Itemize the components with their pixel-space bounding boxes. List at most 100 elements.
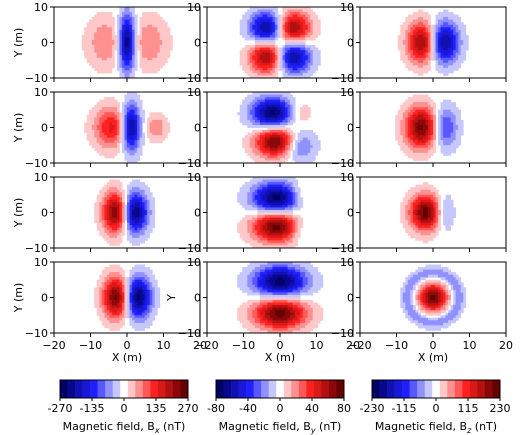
heatmap-cell (297, 70, 301, 74)
heatmap-cell (455, 60, 459, 64)
heatmap-cell (295, 65, 299, 69)
heatmap-cell (119, 127, 123, 131)
heatmap-cell (257, 179, 261, 183)
heatmap-cell (440, 17, 444, 21)
heatmap-cell (310, 12, 314, 16)
heatmap-cell (410, 45, 414, 48)
heatmap-cell (440, 14, 444, 18)
heatmap-cell (445, 130, 449, 133)
heatmap-cell (267, 9, 271, 13)
heatmap-cell (244, 182, 248, 186)
heatmap-cell (264, 122, 268, 126)
heatmap-cell (264, 22, 268, 26)
heatmap-cell (410, 150, 414, 154)
heatmap-cell (152, 27, 156, 31)
heatmap-cell (292, 220, 296, 224)
heatmap-cell (139, 187, 143, 191)
heatmap-cell (267, 177, 271, 180)
heatmap-cell (287, 22, 291, 26)
heatmap-cell (106, 50, 110, 54)
heatmap-cell (297, 52, 301, 56)
heatmap-cell (144, 217, 148, 221)
heatmap-cell (244, 57, 248, 61)
heatmap-cell (252, 197, 256, 201)
heatmap-cell (307, 9, 311, 13)
heatmap-cell (104, 230, 108, 234)
heatmap-cell (290, 187, 293, 191)
heatmap-cell (407, 17, 411, 21)
heatmap-cell (142, 12, 146, 16)
heatmap-cell (272, 179, 276, 183)
heatmap-cell (427, 29, 431, 33)
heatmap-cell (244, 29, 248, 33)
heatmap-cell (254, 204, 258, 208)
heatmap-cell (400, 57, 404, 61)
heatmap-cell (152, 50, 156, 54)
heatmap-cell (111, 37, 115, 41)
heatmap-cell (443, 102, 446, 106)
heatmap-cell (262, 242, 266, 246)
heatmap-cell (315, 34, 319, 38)
heatmap-cell (81, 42, 85, 46)
heatmap-cell (307, 112, 311, 116)
heatmap-cell (254, 230, 258, 234)
heatmap-cell (139, 62, 143, 66)
heatmap-cell (280, 184, 283, 188)
heatmap-cell (99, 22, 103, 26)
heatmap-cell (129, 60, 133, 64)
heatmap-cell (420, 9, 424, 13)
heatmap-cell (99, 114, 103, 118)
heatmap-cell (295, 199, 299, 203)
heatmap-cell (458, 127, 462, 131)
heatmap-cell (121, 57, 125, 61)
heatmap-cell (274, 199, 278, 203)
heatmap-cell (290, 177, 293, 180)
heatmap-cell (259, 222, 263, 226)
heatmap-cell (274, 145, 278, 149)
heatmap-cell (422, 17, 426, 21)
heatmap-cell (262, 232, 266, 236)
heatmap-cell (127, 220, 130, 224)
heatmap-cell (420, 114, 424, 118)
heatmap-cell (239, 32, 243, 36)
heatmap-cell (282, 114, 286, 118)
heatmap-cell (280, 225, 283, 229)
heatmap-cell (412, 117, 416, 121)
heatmap-cell (239, 222, 243, 226)
heatmap-cell (269, 235, 273, 239)
heatmap-cell (162, 39, 166, 43)
heatmap-cell (109, 237, 113, 241)
heatmap-cell (249, 62, 253, 66)
heatmap-cell (305, 72, 309, 76)
heatmap-cell (167, 55, 171, 59)
heatmap-cell (272, 182, 276, 186)
heatmap-cell (159, 57, 163, 61)
heatmap-cell (412, 104, 416, 108)
heatmap-cell (438, 127, 441, 131)
heatmap-cell (242, 52, 246, 56)
heatmap-cell (86, 135, 90, 139)
heatmap-cell (402, 130, 406, 133)
heatmap-cell (412, 19, 416, 23)
heatmap-cell (262, 97, 266, 101)
heatmap-cell (89, 50, 93, 54)
heatmap-cell (132, 97, 135, 101)
heatmap-cell (257, 62, 261, 66)
heatmap-cell (249, 50, 253, 54)
heatmap-cell (433, 119, 436, 123)
heatmap-cell (134, 157, 138, 161)
heatmap-cell (249, 19, 253, 23)
heatmap-cell (297, 9, 301, 13)
heatmap-cell (109, 240, 113, 244)
heatmap-cell (247, 55, 251, 59)
heatmap-cell (157, 62, 161, 66)
heatmap-cell (154, 34, 158, 38)
heatmap-cell (463, 37, 467, 41)
heatmap-cell (252, 204, 256, 208)
heatmap-cell (132, 132, 135, 136)
heatmap-cell (272, 17, 276, 21)
heatmap-cell (282, 212, 286, 216)
heatmap-cell (142, 45, 146, 48)
heatmap-cell (422, 67, 426, 71)
heatmap-cell (96, 137, 100, 141)
